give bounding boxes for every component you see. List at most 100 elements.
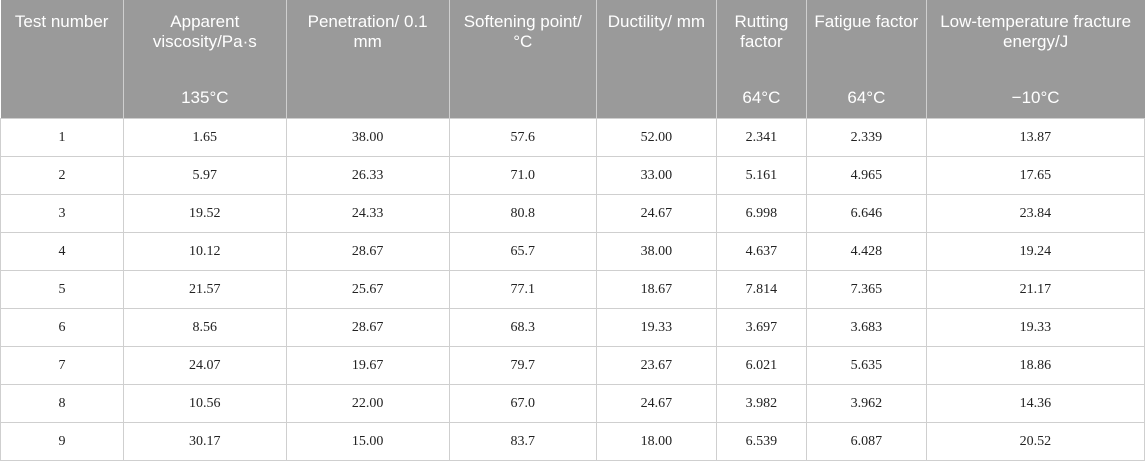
table-cell: 19.33 <box>596 308 717 347</box>
table-cell: 38.00 <box>285 118 450 157</box>
table-cell: 2.339 <box>805 118 927 157</box>
table-row: 6 8.56 28.67 68.3 19.33 3.697 3.683 19.33 <box>0 308 1145 347</box>
table-cell: 5.161 <box>715 156 807 195</box>
table-row: 9 30.17 15.00 83.7 18.00 6.539 6.087 20.52 <box>0 422 1145 461</box>
table-cell: 4.637 <box>715 232 807 271</box>
table-cell: 25.67 <box>285 270 450 309</box>
header-fatigue-factor: Fatigue factor <box>805 0 927 77</box>
table-header: Test number Apparent viscosity/Pa·s Pene… <box>0 0 1145 119</box>
subheader-penetration <box>285 77 450 119</box>
table-cell: 24.07 <box>122 346 287 385</box>
table-cell: 23.67 <box>596 346 717 385</box>
header-ductility: Ductility/ mm <box>596 0 717 77</box>
table-cell: 26.33 <box>285 156 450 195</box>
subheader-test-number <box>0 77 124 119</box>
table-row: 7 24.07 19.67 79.7 23.67 6.021 5.635 18.86 <box>0 346 1145 385</box>
table-cell: 21.17 <box>925 270 1145 309</box>
table-cell: 7.814 <box>715 270 807 309</box>
table-cell: 4.965 <box>805 156 927 195</box>
table-cell: 6 <box>0 308 124 347</box>
table-cell: 1 <box>0 118 124 157</box>
table-cell: 23.84 <box>925 194 1145 233</box>
table-cell: 6.087 <box>805 422 927 461</box>
table-row: 8 10.56 22.00 67.0 24.67 3.982 3.962 14.36 <box>0 384 1145 423</box>
table-cell: 24.33 <box>285 194 450 233</box>
table-cell: 3.683 <box>805 308 927 347</box>
table-cell: 14.36 <box>925 384 1145 423</box>
table-cell: 6.021 <box>715 346 807 385</box>
subheader-fracture-temp: −10°C <box>925 77 1145 119</box>
table-cell: 28.67 <box>285 308 450 347</box>
table-cell: 79.7 <box>448 346 598 385</box>
table-cell: 15.00 <box>285 422 450 461</box>
table-cell: 18.00 <box>596 422 717 461</box>
header-fracture-energy: Low-temperature fracture energy/J <box>925 0 1145 77</box>
table-cell: 83.7 <box>448 422 598 461</box>
table-cell: 80.8 <box>448 194 598 233</box>
table-row: 2 5.97 26.33 71.0 33.00 5.161 4.965 17.65 <box>0 156 1145 195</box>
table-cell: 77.1 <box>448 270 598 309</box>
table-row: 1 1.65 38.00 57.6 52.00 2.341 2.339 13.87 <box>0 118 1145 157</box>
table-cell: 65.7 <box>448 232 598 271</box>
table-cell: 18.67 <box>596 270 717 309</box>
table-cell: 13.87 <box>925 118 1145 157</box>
table-cell: 19.24 <box>925 232 1145 271</box>
table-cell: 3.962 <box>805 384 927 423</box>
subheader-ductility <box>596 77 717 119</box>
table-cell: 6.998 <box>715 194 807 233</box>
table-cell: 52.00 <box>596 118 717 157</box>
table-cell: 22.00 <box>285 384 450 423</box>
table-cell: 57.6 <box>448 118 598 157</box>
subheader-fatigue-temp: 64°C <box>805 77 927 119</box>
table-body: 1 1.65 38.00 57.6 52.00 2.341 2.339 13.87 2 5.97 2… <box>0 118 1145 461</box>
subheader-viscosity-temp: 135°C <box>122 77 287 119</box>
table-cell: 7.365 <box>805 270 927 309</box>
table-cell: 5.635 <box>805 346 927 385</box>
table-cell: 2 <box>0 156 124 195</box>
table-cell: 68.3 <box>448 308 598 347</box>
header-softening-point: Softening point/°C <box>448 0 597 77</box>
header-apparent-viscosity: Apparent viscosity/Pa·s <box>122 0 287 77</box>
table-cell: 17.65 <box>925 156 1145 195</box>
table-cell: 5.97 <box>122 156 287 195</box>
header-row: Test number Apparent viscosity/Pa·s Pene… <box>0 0 1145 77</box>
table-cell: 19.67 <box>285 346 450 385</box>
table-cell: 3.982 <box>715 384 807 423</box>
table-cell: 19.52 <box>122 194 287 233</box>
table-row: 4 10.12 28.67 65.7 38.00 4.637 4.428 19.24 <box>0 232 1145 271</box>
table-cell: 18.86 <box>925 346 1145 385</box>
table-cell: 67.0 <box>448 384 598 423</box>
table-cell: 10.56 <box>122 384 287 423</box>
table-cell: 28.67 <box>285 232 450 271</box>
table-cell: 30.17 <box>122 422 287 461</box>
table-cell: 4 <box>0 232 124 271</box>
table-cell: 7 <box>0 346 124 385</box>
header-penetration: Penetration/ 0.1 mm <box>285 0 450 77</box>
table-row: 3 19.52 24.33 80.8 24.67 6.998 6.646 23.84 <box>0 194 1145 233</box>
table-cell: 5 <box>0 270 124 309</box>
table-cell: 24.67 <box>596 194 717 233</box>
table-cell: 8.56 <box>122 308 287 347</box>
table-cell: 8 <box>0 384 124 423</box>
table-cell: 6.539 <box>715 422 807 461</box>
table-cell: 9 <box>0 422 124 461</box>
subheader-softening <box>448 77 597 119</box>
table-cell: 1.65 <box>122 118 287 157</box>
table-cell: 24.67 <box>596 384 717 423</box>
table-cell: 6.646 <box>805 194 927 233</box>
table-cell: 3.697 <box>715 308 807 347</box>
table-cell: 19.33 <box>925 308 1145 347</box>
table-row: 5 21.57 25.67 77.1 18.67 7.814 7.365 21.17 <box>0 270 1145 309</box>
subheader-rutting-temp: 64°C <box>715 77 807 119</box>
subheader-row: 135°C 64°C 64°C −10°C <box>0 77 1145 119</box>
header-rutting-factor: Rutting factor <box>715 0 807 77</box>
table-cell: 4.428 <box>805 232 927 271</box>
table-cell: 71.0 <box>448 156 598 195</box>
table-cell: 20.52 <box>925 422 1145 461</box>
table-cell: 33.00 <box>596 156 717 195</box>
table-cell: 21.57 <box>122 270 287 309</box>
header-test-number: Test number <box>0 0 124 77</box>
table-cell: 10.12 <box>122 232 287 271</box>
table-cell: 38.00 <box>596 232 717 271</box>
